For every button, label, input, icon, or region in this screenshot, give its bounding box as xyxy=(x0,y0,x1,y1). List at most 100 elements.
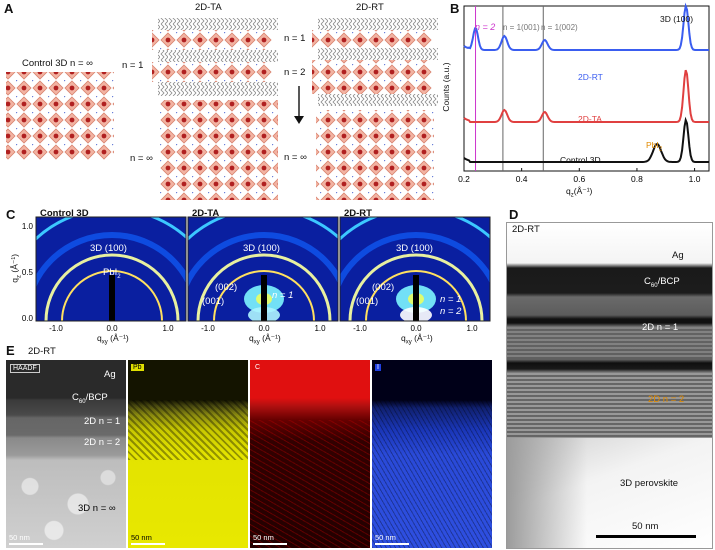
i-speckle xyxy=(372,400,492,548)
c3-xlabel-sub: xy xyxy=(405,339,412,346)
c3-001-label: (001) xyxy=(356,296,379,307)
pb-scale-label: 50 nm xyxy=(131,533,152,542)
giwaxs-ring xyxy=(340,232,490,288)
b-pbi2-label: PbI2 xyxy=(646,140,662,153)
giwaxs-frame xyxy=(339,216,491,322)
c-speckle xyxy=(250,420,370,548)
d-scale-label: 50 nm xyxy=(632,521,659,532)
d-n1-label: 2D n = 1 xyxy=(642,322,679,333)
c-title-ta: 2D-TA xyxy=(192,208,220,219)
c-title-control: Control 3D xyxy=(40,208,89,219)
e-n1-label: 2D n = 1 xyxy=(84,416,121,427)
panel-e-label: E xyxy=(6,343,15,358)
rt-n1-label: n = 1 xyxy=(284,33,306,44)
giwaxs-wedge xyxy=(413,275,419,321)
giwaxs-map-2 xyxy=(188,217,338,321)
giwaxs-xtick-label: 1.0 xyxy=(162,324,174,333)
giwaxs-frame xyxy=(35,216,187,322)
giwaxs-ytick-label: 0.5 xyxy=(22,268,34,277)
panel-b-label: B xyxy=(450,1,460,16)
c2-xlabel: qxy (Å⁻¹) xyxy=(249,333,281,346)
c2-002-label: (002) xyxy=(215,282,238,293)
pb-speckle xyxy=(128,400,248,460)
b-pbi2-text: PbI xyxy=(646,140,659,150)
c1-xlabel-sub: xy xyxy=(101,339,108,346)
d-c60-text: C xyxy=(644,276,651,287)
giwaxs-xtick-label: 0.0 xyxy=(410,324,422,333)
b-xtick-label: 0.2 xyxy=(458,174,470,184)
b-pbi2-sub: 2 xyxy=(658,146,663,153)
d-title: 2D-RT xyxy=(512,224,540,235)
ta-n1-label: n = 1 xyxy=(122,60,144,71)
d-scale-bar xyxy=(596,535,696,538)
e-haadf-scalebar xyxy=(9,543,43,545)
c2-xlabel-sub: xy xyxy=(253,339,260,346)
b-peak-3d: 3D (100) xyxy=(660,14,694,24)
giwaxs-map-1 xyxy=(36,217,186,321)
i-map xyxy=(372,360,492,548)
c3-002-label: (002) xyxy=(372,282,395,293)
giwaxs-wedge xyxy=(109,275,115,321)
b-n2-marker: n = 2 xyxy=(475,22,496,32)
giwaxs-ytick-label: 0.0 xyxy=(22,314,34,323)
d-c60-label: C60/BCP xyxy=(644,276,680,289)
c1-pbi2-label: PbI2 xyxy=(103,267,121,280)
b-n1-marker: n = 1(001) xyxy=(503,23,540,32)
giwaxs-xtick-label: 1.0 xyxy=(466,324,478,333)
ta-title: 2D-TA xyxy=(195,2,222,13)
rt-ninf-label: n = ∞ xyxy=(284,152,307,163)
rt-n2-label: n = 2 xyxy=(284,67,306,78)
rt-3d-bulk xyxy=(316,110,434,200)
giwaxs-ring xyxy=(61,270,163,321)
giwaxs-frame xyxy=(187,216,339,322)
giwaxs-ytick-label: 1.0 xyxy=(22,222,34,231)
c3-xlabel: qxy (Å⁻¹) xyxy=(401,333,433,346)
haadf-texture xyxy=(6,460,126,548)
b-xlabel-q: q xyxy=(566,186,571,196)
giwaxs-map-3 xyxy=(340,217,490,321)
c-ylabel: qz (Å⁻¹) xyxy=(10,246,23,290)
c-title-rt: 2D-RT xyxy=(344,208,372,219)
c-scalebar xyxy=(253,543,287,545)
c-ylabel-q: q xyxy=(9,278,20,283)
arrow-head-icon xyxy=(294,116,304,124)
giwaxs-ring xyxy=(36,232,186,288)
rt-title: 2D-RT xyxy=(356,2,384,13)
b-series-line xyxy=(463,116,709,163)
giwaxs-xtick-label: -1.0 xyxy=(353,324,367,333)
b-series-line xyxy=(463,69,709,123)
rt-n1-layer xyxy=(312,30,432,48)
xrd-plot-frame xyxy=(463,5,710,172)
giwaxs-maps: -1.0 0.0 1.0 -1.0 0.0 1.0 -1.0 0.0 1.0 1.0 0.5 0.0 xyxy=(22,216,491,333)
c-ylabel-sub: z xyxy=(16,275,23,278)
b-xtick-label: 0.8 xyxy=(631,174,643,184)
xrd-chart: 0.2 0.4 0.6 0.8 1.0 xyxy=(458,2,710,184)
tem-shadow xyxy=(507,438,587,548)
haadf-image xyxy=(6,360,126,548)
b-series-ta: 2D-TA xyxy=(578,114,602,124)
b-ylabel: Counts (a.u.) xyxy=(441,62,451,112)
ta-n1-layer-2 xyxy=(152,62,272,82)
c1-xlabel-unit: (Å⁻¹) xyxy=(110,333,129,343)
i-map-tag: I xyxy=(375,364,381,371)
d-bulk-label: 3D perovskite xyxy=(620,478,679,489)
pb-scalebar xyxy=(131,543,165,545)
tem-n1-fringes xyxy=(507,327,712,359)
b-xtick-label: 0.6 xyxy=(573,174,585,184)
d-c60-sub: 60 xyxy=(650,282,658,289)
c-ylabel-unit: (Å⁻¹) xyxy=(9,253,20,273)
b-xlabel: qz(Å⁻¹) xyxy=(566,186,592,199)
rt-n2-layer xyxy=(312,60,432,94)
c2-001-label: (001) xyxy=(202,296,225,307)
haadf-tag: HAADF xyxy=(10,364,40,373)
b-n1-marker-2: n = 1(002) xyxy=(541,23,578,32)
e-n2-label: 2D n = 2 xyxy=(84,437,121,448)
giwaxs-xtick-label: 1.0 xyxy=(314,324,326,333)
ta-n1-layer-1 xyxy=(152,30,272,50)
c-scale-label: 50 nm xyxy=(253,533,274,542)
b-series-rt: 2D-RT xyxy=(578,72,603,82)
ta-3d-bulk xyxy=(160,100,278,200)
d-c60-rest: /BCP xyxy=(657,276,680,287)
control-3d-title: Control 3D n = ∞ xyxy=(22,58,93,69)
c2-ring-label: 3D (100) xyxy=(243,243,280,254)
